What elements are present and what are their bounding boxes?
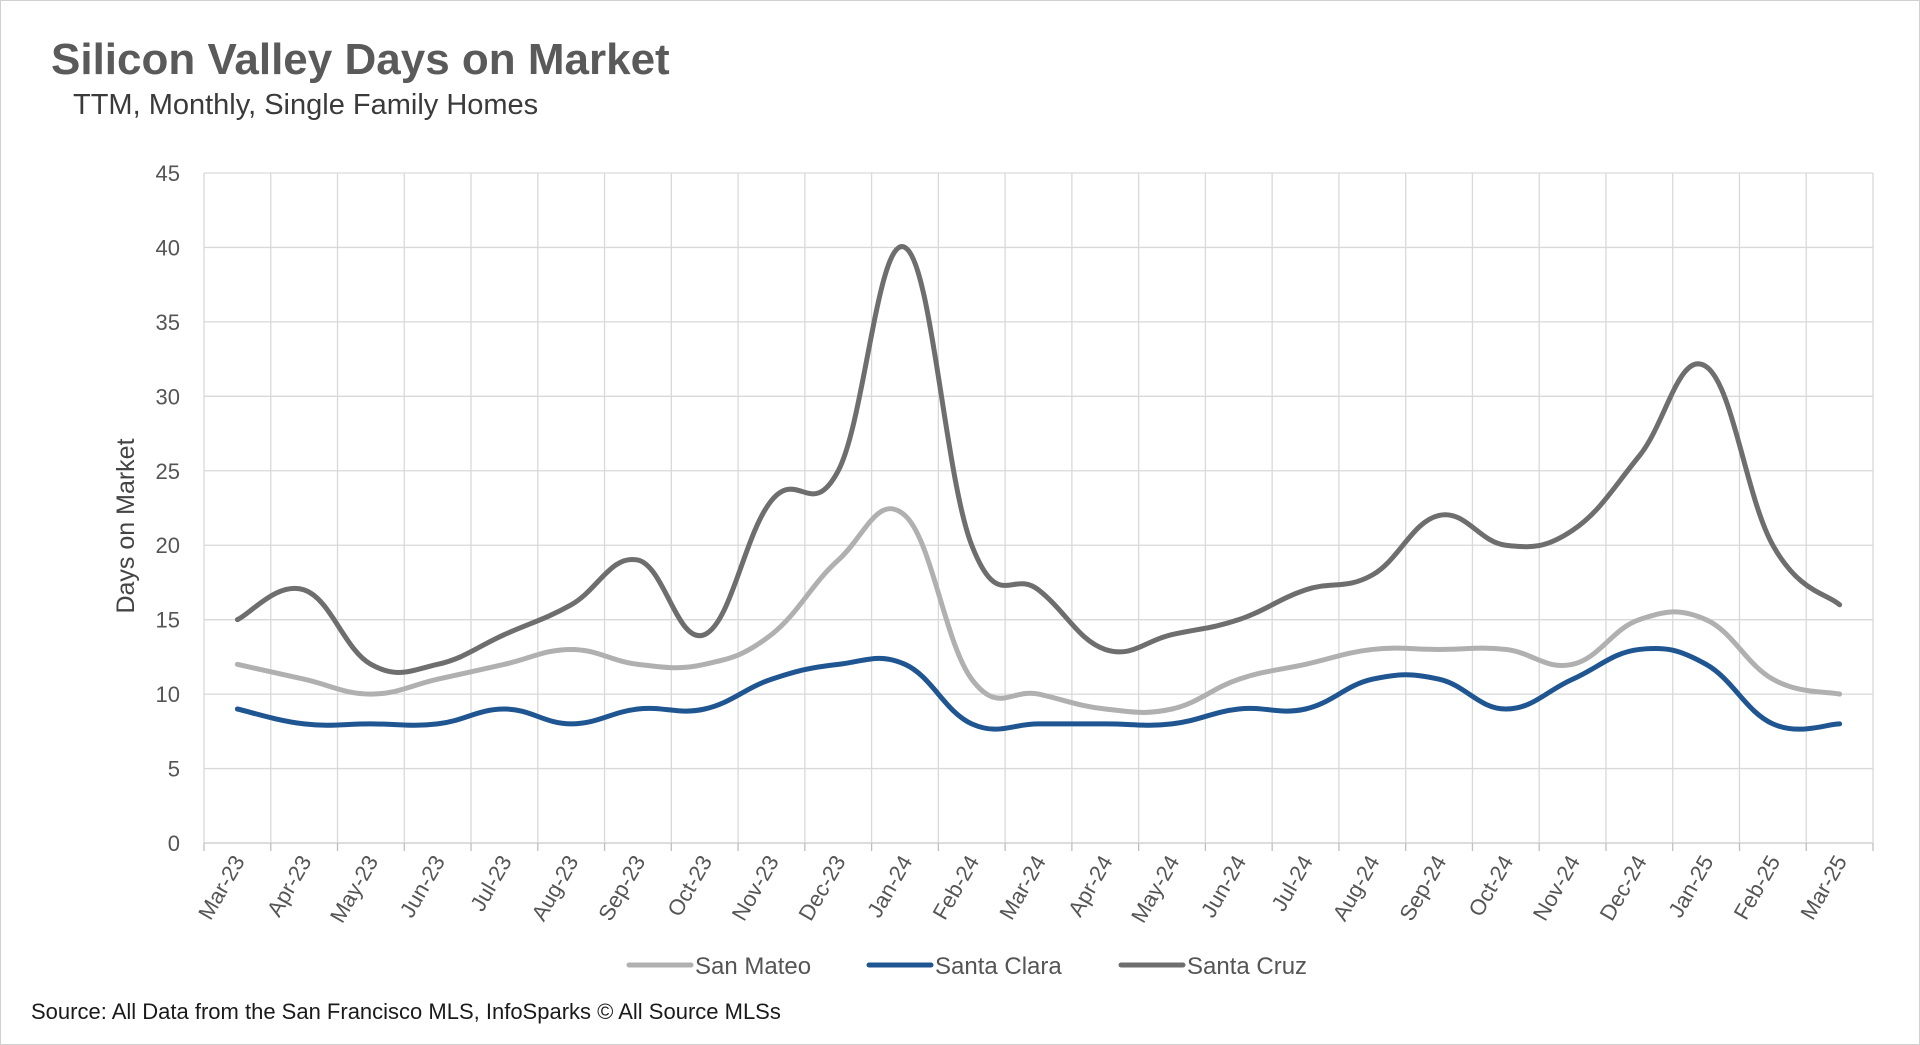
x-tick-label: Feb-25 [1729,851,1786,924]
y-axis: 0 5 10 15 20 25 30 35 40 45 [156,161,180,856]
x-tick-label: Dec-23 [793,851,850,925]
x-axis: Mar-23 Apr-23 May-23 Jun-23 Jul-23 Aug-23 Sep-… [193,851,1852,927]
x-tick-label: Mar-23 [193,851,249,924]
x-tick-label: Jan-25 [1663,851,1718,922]
x-tick-label: Oct-24 [1463,851,1518,921]
gridlines [203,172,1874,851]
y-tick-label: 15 [156,608,180,633]
y-tick-label: 35 [156,310,180,335]
legend: San Mateo Santa Clara Santa Cruz [626,953,1307,980]
x-tick-label: Mar-24 [994,851,1050,924]
legend-label-santa-cruz: Santa Cruz [1187,953,1307,980]
y-tick-label: 45 [156,161,180,186]
y-axis-title: Days on Market [112,438,140,613]
x-tick-label: Nov-23 [727,851,784,925]
x-tick-label: Jul-23 [465,851,517,915]
x-tick-label: May-23 [325,851,383,927]
chart-subtitle: TTM, Monthly, Single Family Homes [73,89,539,121]
x-tick-label: Jul-24 [1266,851,1318,915]
x-tick-label: Aug-24 [1328,851,1385,925]
series-line-santa-clara [234,645,1843,732]
chart-title: Silicon Valley Days on Market [51,35,670,84]
x-tick-label: Dec-24 [1595,851,1652,925]
y-tick-label: 40 [156,235,180,260]
x-tick-label: Sep-24 [1394,851,1451,925]
series-lines [234,244,1843,732]
x-tick-label: Jun-24 [1196,851,1251,922]
x-tick-label: Apr-23 [262,851,317,921]
x-tick-label: Jan-24 [862,851,917,922]
x-tick-label: Feb-24 [928,851,985,924]
y-tick-label: 30 [156,384,180,409]
x-tick-label: Oct-23 [662,851,717,921]
legend-label-santa-clara: Santa Clara [935,953,1062,980]
y-tick-label: 25 [156,459,180,484]
x-tick-label: May-24 [1126,851,1184,927]
x-tick-label: Aug-23 [526,851,583,925]
x-tick-label: Mar-25 [1795,851,1851,924]
x-tick-label: Jun-23 [395,851,450,922]
y-tick-label: 10 [156,682,180,707]
series-line-santa-cruz [234,244,1843,675]
y-tick-label: 5 [168,757,180,782]
series-line-san-mateo [234,506,1843,715]
y-tick-label: 0 [168,831,180,856]
x-tick-label: Sep-23 [593,851,650,925]
legend-label-san-mateo: San Mateo [695,953,811,980]
x-tick-label: Nov-24 [1528,851,1585,925]
source-note: Source: All Data from the San Francisco … [31,999,781,1024]
y-tick-label: 20 [156,533,180,558]
x-tick-label: Apr-24 [1063,851,1118,921]
